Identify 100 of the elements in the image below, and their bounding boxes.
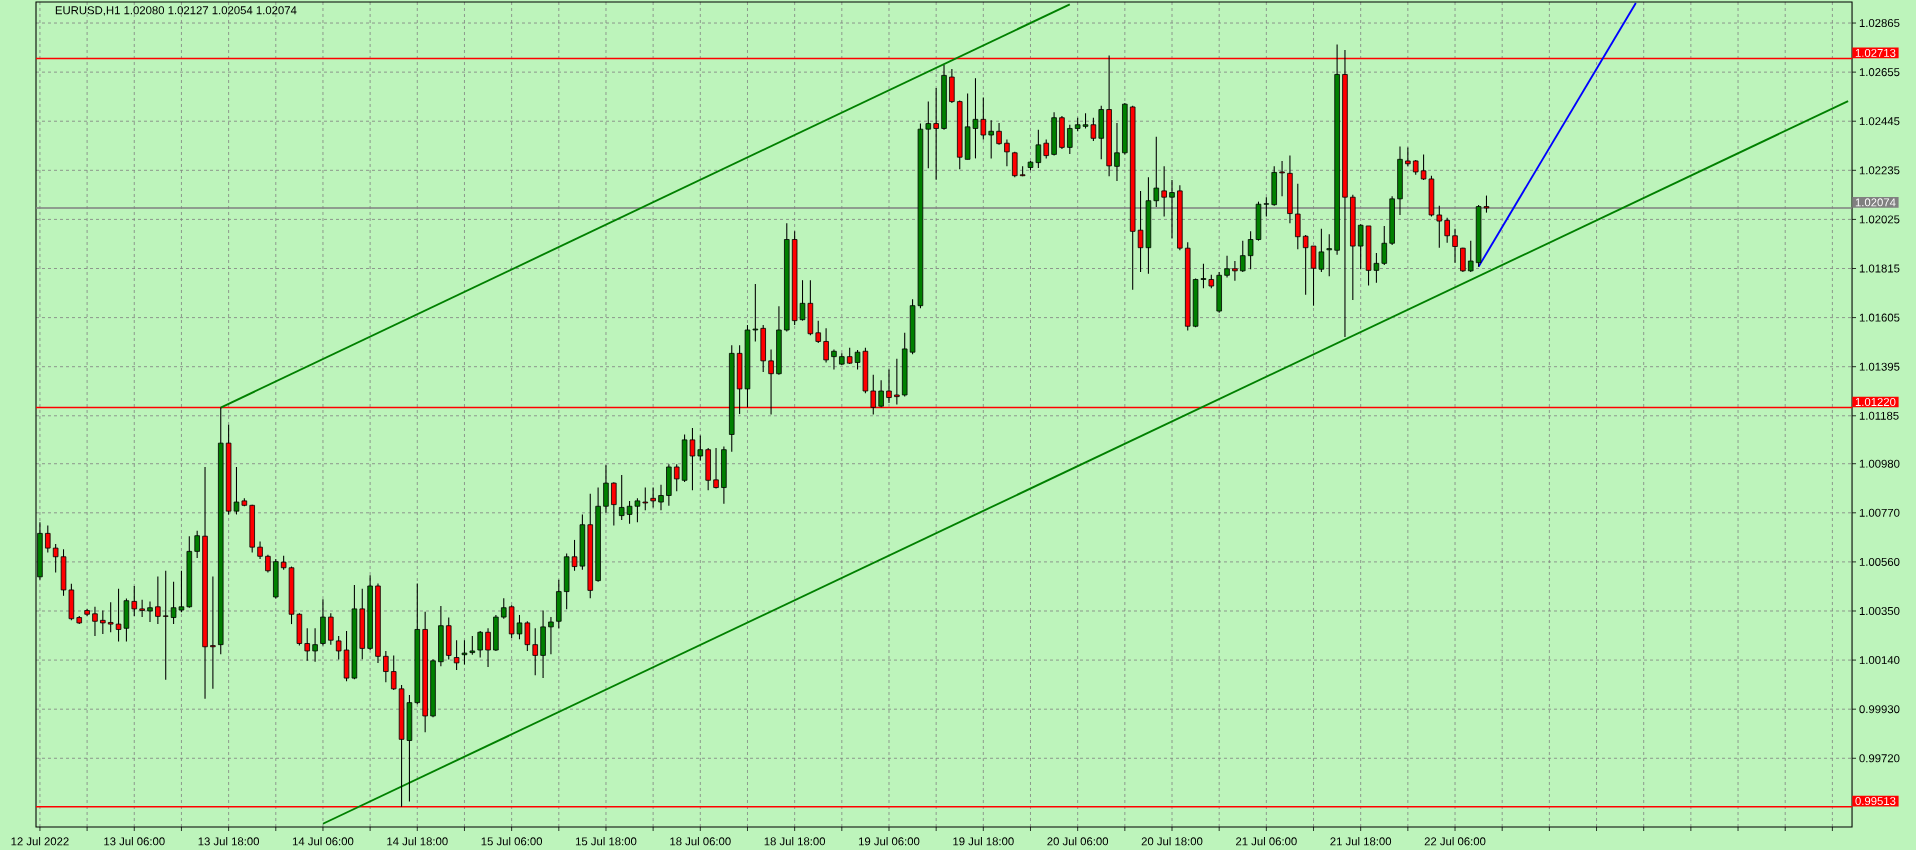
x-tick-label: 13 Jul 06:00 (104, 837, 165, 846)
y-tick-label: 1.01815 (1859, 264, 1900, 273)
x-tick-label: 13 Jul 18:00 (198, 837, 260, 846)
candlestick (453, 639, 460, 671)
candlestick (1067, 124, 1073, 155)
candlestick (390, 654, 397, 691)
candlestick (1012, 151, 1018, 178)
candlestick (1467, 240, 1474, 273)
candlestick (107, 601, 114, 633)
ref-line-label: 0.99513 (1855, 797, 1896, 806)
y-tick-label: 1.00770 (1859, 508, 1900, 517)
candlestick (162, 570, 169, 681)
candlestick (642, 487, 649, 511)
candlestick (548, 616, 554, 655)
candlestick (1405, 146, 1411, 167)
candlestick (312, 627, 318, 663)
y-tick-label: 1.01605 (1859, 313, 1900, 322)
candlestick (52, 543, 59, 573)
candlestick (469, 635, 476, 656)
candlestick (304, 627, 310, 662)
candlestick (1004, 138, 1010, 167)
candlestick (210, 575, 216, 690)
y-tick-label: 1.01185 (1859, 411, 1899, 420)
candlestick (1169, 179, 1175, 239)
candlestick (611, 481, 617, 526)
candlestick (894, 358, 900, 406)
candlestick (485, 627, 491, 668)
candlestick (1161, 165, 1167, 218)
y-tick-label: 1.00560 (1859, 557, 1900, 566)
candlestick (477, 630, 483, 659)
x-tick-label: 19 Jul 06:00 (858, 837, 920, 846)
candlestick (1043, 138, 1049, 159)
candlestick (673, 463, 680, 492)
x-tick-label: 15 Jul 18:00 (575, 837, 637, 846)
candlestick (155, 575, 161, 625)
candlestick (139, 599, 145, 618)
candlestick (1326, 233, 1332, 277)
candlestick (933, 87, 939, 181)
y-tick-label: 1.02025 (1859, 215, 1900, 224)
x-tick-label: 20 Jul 06:00 (1047, 837, 1109, 846)
candlestick (92, 606, 98, 637)
y-tick-label: 1.02235 (1859, 166, 1900, 175)
ref-line-label: 1.02713 (1855, 48, 1896, 57)
candlestick (988, 119, 994, 159)
candlestick (1436, 205, 1443, 249)
candlestick (823, 327, 829, 364)
candlestick (878, 379, 884, 408)
candlestick (1295, 183, 1301, 250)
candlestick (752, 283, 759, 342)
x-tick-label: 21 Jul 06:00 (1236, 837, 1297, 846)
candlestick (1381, 225, 1388, 266)
x-tick-label: 22 Jul 06:00 (1424, 837, 1486, 846)
x-tick-label: 14 Jul 06:00 (292, 837, 354, 846)
candlestick (1153, 136, 1160, 208)
y-tick-label: 1.01395 (1859, 362, 1900, 371)
candlestick (1232, 260, 1238, 282)
candlestick (713, 447, 719, 490)
candlestick (501, 597, 507, 620)
ref-line-label: 1.02074 (1855, 198, 1896, 207)
x-tick-label: 14 Jul 18:00 (387, 837, 448, 846)
candlestick (328, 612, 334, 646)
y-tick-label: 1.00350 (1859, 606, 1900, 615)
candlestick (697, 434, 704, 461)
ref-line-label: 1.01220 (1855, 397, 1896, 406)
candlestick (131, 585, 138, 617)
candlestick (603, 464, 609, 514)
candlestick (925, 101, 932, 169)
x-tick-label: 18 Jul 18:00 (764, 837, 826, 846)
y-tick-label: 1.00980 (1859, 459, 1900, 468)
candlestick (461, 639, 468, 666)
y-tick-label: 1.02655 (1859, 68, 1900, 77)
candlestick (1452, 228, 1458, 264)
candlestick (1114, 122, 1120, 182)
candlestick (996, 122, 1002, 146)
x-tick-label: 21 Jul 18:00 (1330, 837, 1392, 846)
candlestick (815, 320, 821, 344)
candlestick (194, 530, 200, 559)
candlestick (980, 97, 987, 140)
candlestick (658, 484, 664, 511)
candlestick (1224, 255, 1230, 278)
y-tick-label: 0.99720 (1859, 754, 1900, 763)
candlestick (1460, 247, 1466, 273)
candlestick (383, 650, 389, 683)
candlestick (1263, 196, 1270, 218)
candlestick (1357, 223, 1364, 270)
chart-title: EURUSD,H1 1.02080 1.02127 1.02054 1.02074 (55, 6, 297, 16)
candlestick (45, 524, 51, 554)
candlestick (100, 609, 106, 635)
candlestick (650, 487, 656, 508)
candlestick (618, 474, 625, 521)
candlestick (147, 600, 153, 623)
candlestick (886, 368, 892, 404)
x-tick-label: 20 Jul 18:00 (1141, 837, 1203, 846)
x-tick-label: 18 Jul 06:00 (670, 837, 731, 846)
candlestick (1302, 234, 1309, 296)
y-tick-label: 1.02445 (1859, 117, 1900, 126)
y-tick-label: 1.00140 (1859, 656, 1900, 665)
candlestick (1444, 217, 1450, 244)
candlestick (1279, 160, 1285, 197)
candlestick (335, 635, 342, 661)
